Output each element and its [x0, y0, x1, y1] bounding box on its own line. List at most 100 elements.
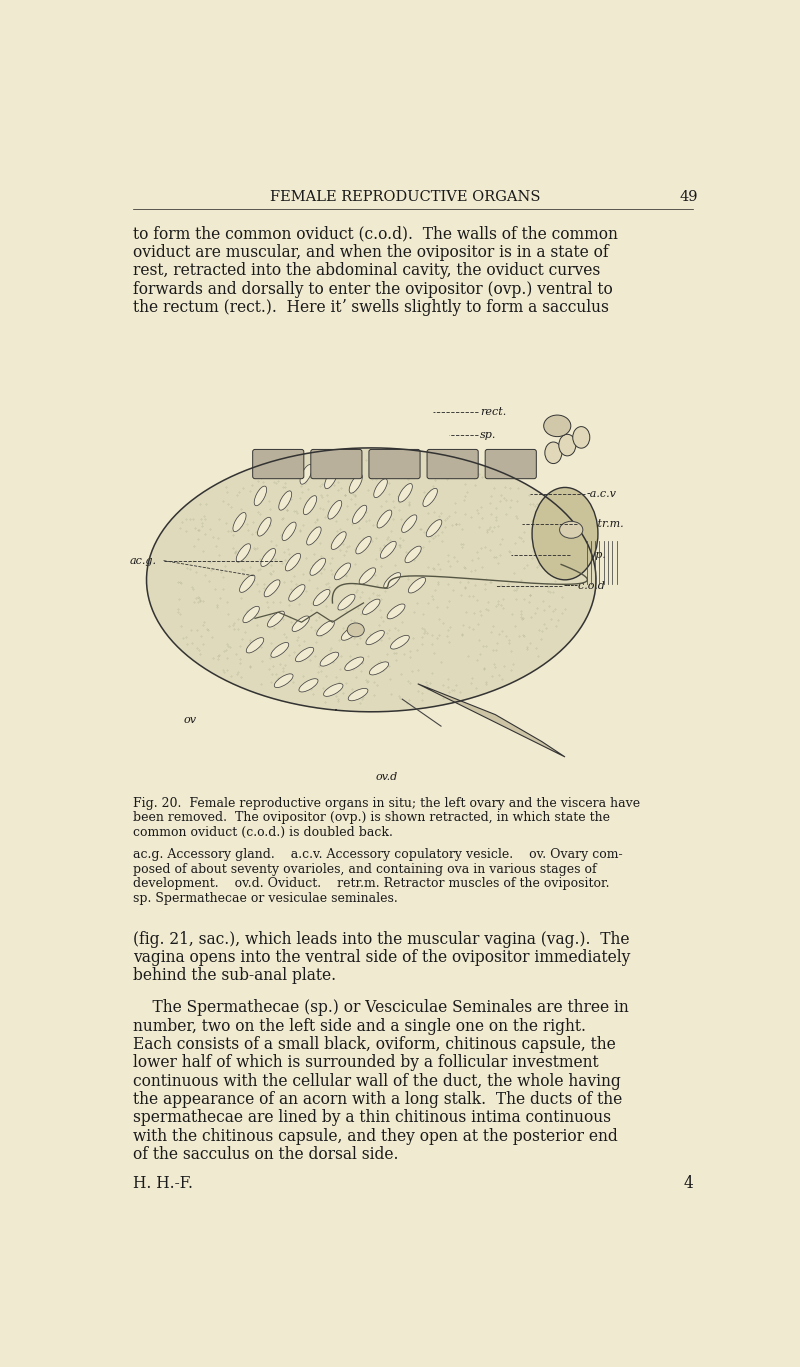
- Point: [497, 655, 510, 677]
- Point: [374, 649, 386, 671]
- Point: [266, 591, 279, 612]
- Point: [202, 619, 214, 641]
- Ellipse shape: [246, 637, 264, 653]
- Point: [284, 570, 297, 592]
- Point: [375, 629, 388, 651]
- Point: [192, 519, 205, 541]
- Point: [414, 540, 426, 562]
- Ellipse shape: [390, 636, 410, 649]
- Point: [513, 625, 526, 647]
- Point: [221, 519, 234, 541]
- Point: [332, 597, 345, 619]
- Point: [304, 678, 317, 700]
- Point: [465, 673, 478, 694]
- Point: [449, 502, 462, 524]
- Point: [315, 473, 328, 495]
- Point: [310, 586, 322, 608]
- Point: [462, 645, 474, 667]
- Point: [349, 493, 362, 515]
- Point: [490, 509, 503, 530]
- Point: [443, 555, 456, 577]
- Point: [226, 525, 239, 547]
- Point: [285, 461, 298, 483]
- Point: [188, 536, 201, 558]
- Polygon shape: [146, 448, 596, 712]
- Point: [350, 666, 362, 688]
- Point: [217, 659, 230, 681]
- Point: [278, 653, 291, 675]
- Point: [302, 569, 315, 591]
- Point: [359, 603, 372, 625]
- Point: [244, 480, 257, 502]
- Point: [270, 534, 282, 556]
- Point: [480, 671, 493, 693]
- Point: [475, 507, 488, 529]
- Point: [286, 518, 299, 540]
- Point: [302, 606, 314, 627]
- Point: [234, 636, 246, 658]
- Point: [374, 599, 386, 621]
- Point: [314, 625, 327, 647]
- Ellipse shape: [325, 469, 338, 488]
- Point: [302, 478, 314, 500]
- Point: [435, 502, 448, 524]
- Point: [421, 448, 434, 470]
- Point: [515, 608, 528, 630]
- Ellipse shape: [233, 513, 246, 532]
- Point: [301, 463, 314, 485]
- Ellipse shape: [366, 630, 384, 645]
- Point: [229, 543, 242, 565]
- Point: [331, 470, 344, 492]
- Point: [442, 632, 455, 653]
- Point: [373, 459, 386, 481]
- Point: [489, 506, 502, 528]
- Point: [370, 528, 382, 550]
- Point: [523, 493, 536, 515]
- Point: [481, 519, 494, 541]
- Point: [450, 674, 462, 696]
- Point: [402, 468, 414, 489]
- Point: [262, 615, 275, 637]
- Point: [249, 537, 262, 559]
- Point: [334, 465, 347, 487]
- Text: -a.c.v: -a.c.v: [586, 488, 617, 499]
- Point: [330, 510, 342, 532]
- Point: [196, 633, 209, 655]
- Point: [494, 533, 506, 555]
- Point: [346, 477, 358, 499]
- Point: [408, 543, 421, 565]
- Point: [259, 544, 272, 566]
- Point: [492, 664, 505, 686]
- Point: [175, 511, 188, 533]
- Point: [543, 519, 556, 541]
- Point: [274, 591, 286, 612]
- Ellipse shape: [310, 558, 326, 576]
- Point: [424, 525, 437, 547]
- Point: [277, 658, 290, 679]
- Point: [244, 656, 257, 678]
- Point: [362, 645, 374, 667]
- Point: [291, 461, 304, 483]
- Point: [363, 509, 376, 530]
- Point: [385, 604, 398, 626]
- Text: H. H.-F.: H. H.-F.: [133, 1176, 193, 1192]
- Point: [288, 565, 301, 586]
- Point: [360, 510, 373, 532]
- Point: [526, 540, 539, 562]
- Point: [313, 607, 326, 629]
- Point: [241, 600, 254, 622]
- Point: [221, 634, 234, 656]
- Point: [416, 633, 429, 655]
- Text: sp. Spermathecae or vesiculae seminales.: sp. Spermathecae or vesiculae seminales.: [133, 891, 398, 905]
- Point: [214, 586, 226, 608]
- Point: [545, 608, 558, 630]
- Point: [370, 548, 382, 570]
- Point: [471, 499, 484, 521]
- Ellipse shape: [387, 604, 405, 619]
- Point: [325, 559, 338, 581]
- Point: [221, 659, 234, 681]
- Point: [405, 452, 418, 474]
- Ellipse shape: [295, 648, 314, 662]
- Point: [202, 570, 215, 592]
- Ellipse shape: [292, 617, 310, 632]
